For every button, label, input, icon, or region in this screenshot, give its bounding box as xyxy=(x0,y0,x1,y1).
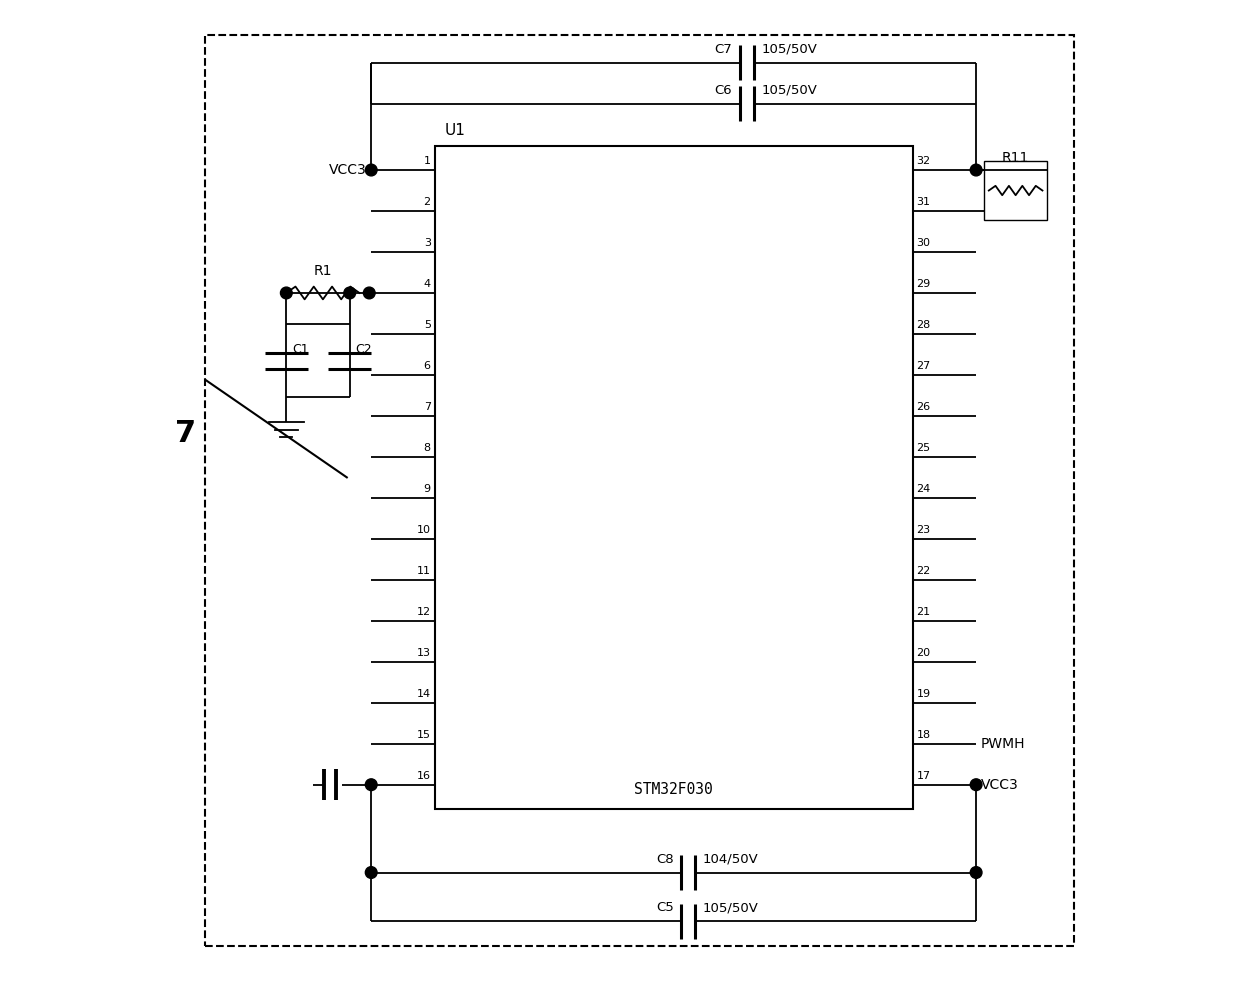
Text: C1: C1 xyxy=(293,342,309,356)
Text: 32: 32 xyxy=(916,156,931,166)
Circle shape xyxy=(366,779,377,790)
Text: R1: R1 xyxy=(314,265,332,278)
Text: 105/50V: 105/50V xyxy=(761,43,817,56)
Circle shape xyxy=(343,287,356,299)
Text: 24: 24 xyxy=(916,484,931,494)
Text: 22: 22 xyxy=(916,566,931,576)
Text: 104/50V: 104/50V xyxy=(703,853,759,866)
Circle shape xyxy=(970,867,982,879)
Text: 23: 23 xyxy=(916,524,931,535)
Text: 27: 27 xyxy=(916,361,931,371)
Circle shape xyxy=(366,164,377,176)
Text: 10: 10 xyxy=(417,524,430,535)
Text: 30: 30 xyxy=(916,238,930,248)
Text: R11: R11 xyxy=(1002,152,1029,165)
Text: 18: 18 xyxy=(916,730,931,740)
Text: C2: C2 xyxy=(356,342,372,356)
Circle shape xyxy=(280,287,293,299)
Text: C7: C7 xyxy=(714,43,732,56)
Text: 4: 4 xyxy=(424,279,430,289)
Text: 8: 8 xyxy=(424,443,430,453)
Text: STM32F030: STM32F030 xyxy=(635,782,713,797)
Text: 9: 9 xyxy=(424,484,430,494)
Text: 14: 14 xyxy=(417,689,430,699)
Text: 26: 26 xyxy=(916,402,931,412)
Text: 6: 6 xyxy=(424,361,430,371)
Text: 13: 13 xyxy=(417,647,430,658)
Text: 19: 19 xyxy=(916,689,931,699)
Text: VCC3: VCC3 xyxy=(329,163,366,177)
Text: 3: 3 xyxy=(424,238,430,248)
Text: C6: C6 xyxy=(714,84,732,96)
Text: 7: 7 xyxy=(424,402,430,412)
Text: U1: U1 xyxy=(444,123,465,138)
Text: 28: 28 xyxy=(916,320,931,330)
Circle shape xyxy=(363,287,376,299)
Text: 105/50V: 105/50V xyxy=(761,84,817,96)
Text: 21: 21 xyxy=(916,607,931,617)
Text: 17: 17 xyxy=(916,770,931,780)
Circle shape xyxy=(970,779,982,790)
Text: 2: 2 xyxy=(424,197,430,207)
Text: 20: 20 xyxy=(916,647,931,658)
Text: 7: 7 xyxy=(175,419,196,448)
Text: 16: 16 xyxy=(417,770,430,780)
Text: 105/50V: 105/50V xyxy=(703,901,759,914)
Text: 12: 12 xyxy=(417,607,430,617)
Text: C8: C8 xyxy=(656,853,673,866)
Text: C5: C5 xyxy=(656,901,673,914)
Text: 11: 11 xyxy=(417,566,430,576)
Circle shape xyxy=(970,164,982,176)
Circle shape xyxy=(366,867,377,879)
Text: 5: 5 xyxy=(424,320,430,330)
Text: 15: 15 xyxy=(417,730,430,740)
Text: 1: 1 xyxy=(424,156,430,166)
Text: VCC3: VCC3 xyxy=(981,777,1019,792)
Text: 31: 31 xyxy=(916,197,930,207)
Text: 29: 29 xyxy=(916,279,931,289)
Text: 25: 25 xyxy=(916,443,931,453)
Text: PWMH: PWMH xyxy=(981,737,1025,751)
